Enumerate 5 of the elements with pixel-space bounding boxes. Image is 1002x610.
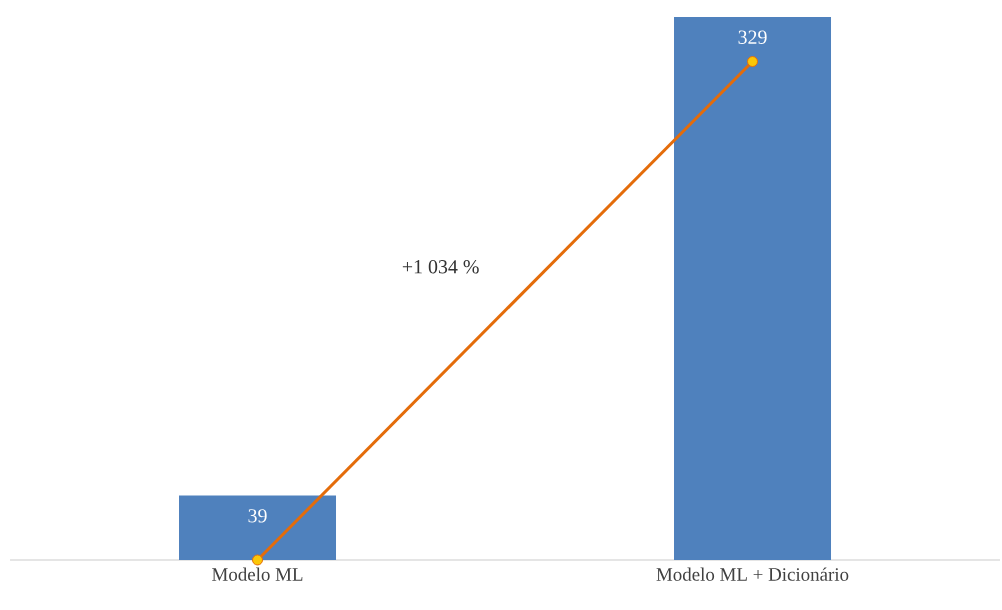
x-tick-label: Modelo ML	[212, 567, 303, 581]
data-label: 39	[248, 509, 267, 523]
x-tick-label: Modelo ML + Dicionário	[656, 567, 849, 581]
data-label: 329	[738, 30, 767, 44]
annotation: +1 034 %	[402, 260, 479, 274]
